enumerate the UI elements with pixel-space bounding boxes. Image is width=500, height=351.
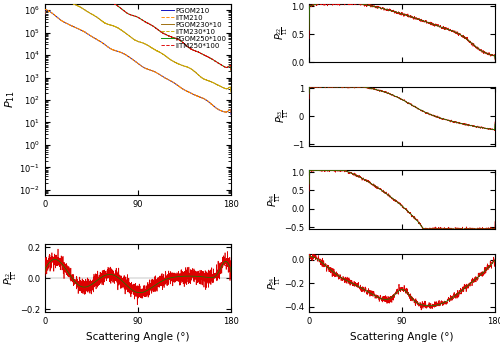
IITM210 — [52, 14, 59, 18]
IITM210 — [228, 113, 234, 117]
IITM230*10 — [169, 58, 175, 62]
Y-axis label: $P_{\frac{33}{11}}$: $P_{\frac{33}{11}}$ — [274, 109, 290, 123]
PGOM210 — [112, 48, 117, 53]
IITM210 — [82, 30, 88, 34]
Line: PGOM210: PGOM210 — [45, 9, 231, 115]
Line: PGOM250*100: PGOM250*100 — [45, 0, 231, 71]
PGOM230*10 — [228, 90, 234, 94]
Line: PGOM230*10: PGOM230*10 — [45, 0, 231, 92]
IITM210 — [42, 7, 48, 11]
Legend: PGOM210, IITM210, PGOM230*10, IITM230*10, PGOM250*100, IITM250*100: PGOM210, IITM210, PGOM230*10, IITM230*10… — [158, 5, 230, 52]
PGOM210 — [42, 12, 48, 16]
PGOM250*100 — [228, 68, 234, 73]
PGOM250*100 — [119, 7, 125, 11]
X-axis label: Scattering Angle (°): Scattering Angle (°) — [86, 332, 190, 342]
PGOM230*10 — [82, 8, 88, 12]
Y-axis label: $P_{\frac{44}{11}}$: $P_{\frac{44}{11}}$ — [266, 193, 282, 207]
IITM230*10 — [82, 8, 88, 12]
Line: IITM250*100: IITM250*100 — [45, 0, 231, 71]
IITM230*10 — [119, 28, 125, 33]
IITM250*100 — [118, 6, 124, 11]
PGOM230*10 — [119, 28, 125, 33]
IITM250*100 — [228, 68, 234, 73]
PGOM210 — [119, 51, 125, 55]
PGOM230*10 — [118, 28, 124, 32]
Y-axis label: $P_{11}$: $P_{11}$ — [2, 90, 16, 108]
X-axis label: Scattering Angle (°): Scattering Angle (°) — [350, 332, 454, 342]
IITM230*10 — [118, 27, 124, 32]
PGOM210 — [42, 7, 48, 12]
PGOM210 — [82, 30, 88, 34]
IITM210 — [169, 80, 175, 84]
Y-axis label: $P_{\frac{12}{11}}$: $P_{\frac{12}{11}}$ — [2, 271, 18, 285]
PGOM210 — [169, 79, 175, 84]
PGOM210 — [228, 113, 234, 117]
PGOM230*10 — [112, 24, 117, 28]
IITM210 — [112, 48, 117, 53]
PGOM210 — [52, 14, 59, 18]
PGOM250*100 — [169, 35, 175, 39]
IITM230*10 — [228, 90, 234, 94]
IITM210 — [118, 51, 124, 55]
IITM210 — [119, 51, 125, 55]
PGOM250*100 — [118, 6, 124, 11]
IITM250*100 — [119, 7, 125, 11]
Line: IITM210: IITM210 — [45, 9, 231, 115]
IITM210 — [42, 12, 48, 16]
Y-axis label: $P_{\frac{34}{11}}$: $P_{\frac{34}{11}}$ — [266, 276, 282, 290]
PGOM230*10 — [169, 59, 175, 63]
IITM250*100 — [169, 35, 175, 39]
PGOM210 — [118, 50, 124, 54]
PGOM250*100 — [112, 2, 117, 6]
Y-axis label: $P_{\frac{22}{11}}$: $P_{\frac{22}{11}}$ — [273, 26, 289, 40]
IITM230*10 — [112, 24, 117, 28]
IITM250*100 — [112, 2, 117, 6]
Line: IITM230*10: IITM230*10 — [45, 0, 231, 92]
